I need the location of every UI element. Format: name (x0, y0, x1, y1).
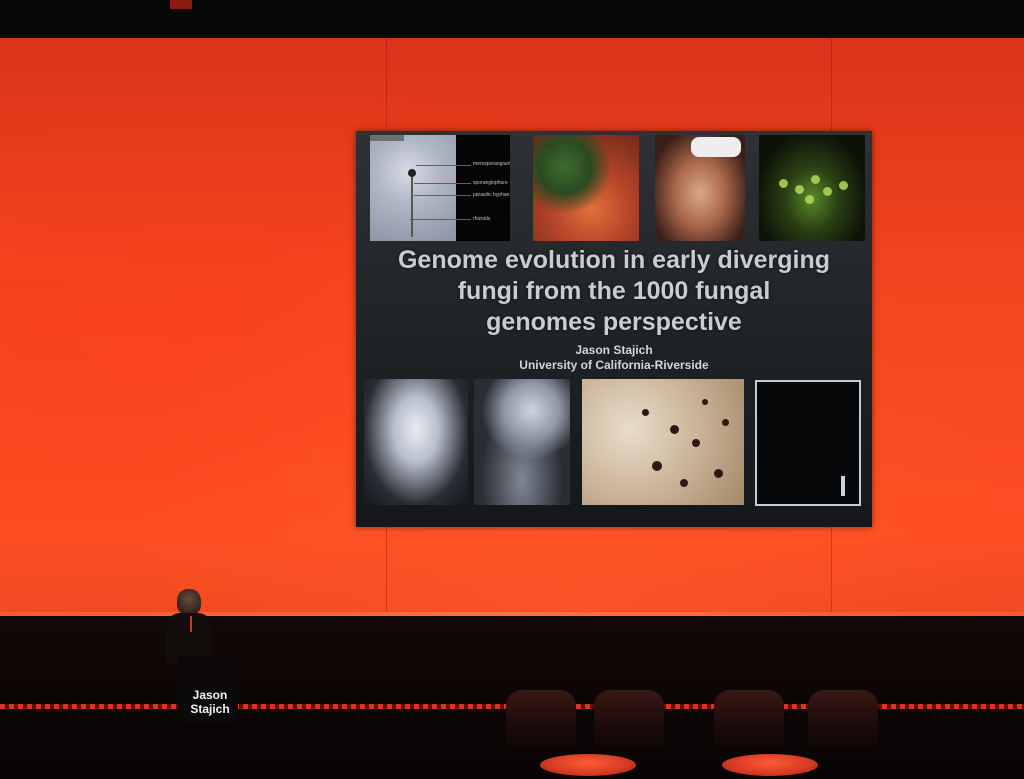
sporangium-dot (805, 195, 814, 204)
spore-dot (714, 469, 723, 478)
label-line (414, 195, 471, 196)
sporangium-dot (823, 187, 832, 196)
dark-framed-image (755, 380, 861, 506)
spore-dot (702, 399, 708, 405)
micrograph (370, 135, 456, 241)
title-line: genomes perspective (486, 308, 742, 336)
projected-slide: merosporangium sporangiophore parasitic … (356, 131, 872, 527)
spore-dot (642, 409, 649, 416)
diagram-label: sporangiophore (473, 180, 508, 186)
diagram-label: merosporangium (473, 161, 510, 167)
author-affiliation: University of California-Riverside (519, 358, 709, 372)
spore-head (408, 169, 416, 177)
speaker-head (177, 589, 201, 615)
coral-fungus-micrograph (364, 379, 468, 505)
lanyard (190, 616, 192, 632)
title-line: fungi from the 1000 fungal (457, 277, 771, 305)
diagram-label: rhizoids (473, 216, 491, 222)
podium-name-sign: Jason Stajich (183, 686, 237, 722)
ceiling-light (170, 0, 192, 9)
image-tag (370, 135, 404, 141)
speaker-body (166, 613, 212, 663)
podium-name-line: Jason (192, 688, 228, 702)
author-name: Jason Stajich (575, 343, 653, 357)
fungus-diagram-image: merosporangium sporangiophore parasitic … (370, 135, 510, 241)
moldy-strawberry-photo (533, 135, 639, 241)
label-line (416, 165, 471, 166)
slide-title: Genome evolution in early diverging fung… (356, 245, 872, 338)
ceiling (0, 0, 1024, 38)
chair (714, 690, 784, 750)
spore-dot (680, 479, 688, 487)
stalk (411, 177, 413, 237)
label-line (414, 183, 471, 184)
sporangium-dot (811, 175, 820, 184)
chair (594, 690, 664, 750)
spore-dot (692, 439, 700, 447)
small-specimen (841, 476, 845, 496)
diagram-label: parasitic hyphae (473, 192, 510, 198)
spore-dot (652, 461, 662, 471)
spore-dot (722, 419, 729, 426)
chair (808, 690, 878, 750)
side-table (540, 754, 636, 776)
sem-sporangium-micrograph (474, 379, 570, 505)
sporangium-dot (779, 179, 788, 188)
stage-edge-light (0, 612, 1024, 616)
title-line: Genome evolution in early diverging (397, 246, 831, 274)
side-table (722, 754, 818, 776)
label-line (410, 219, 471, 220)
spore-dot (670, 425, 679, 434)
podium-name-line: Stajich (190, 702, 230, 716)
moldy-fruit-photo (655, 135, 745, 241)
green-sporangia-photo (759, 135, 865, 241)
slide-author-block: Jason Stajich University of California-R… (356, 343, 872, 373)
brown-spores-photo (582, 379, 744, 505)
sporangium-dot (795, 185, 804, 194)
sporangium-dot (839, 181, 848, 190)
chair (506, 690, 576, 750)
white-cap (691, 137, 741, 157)
